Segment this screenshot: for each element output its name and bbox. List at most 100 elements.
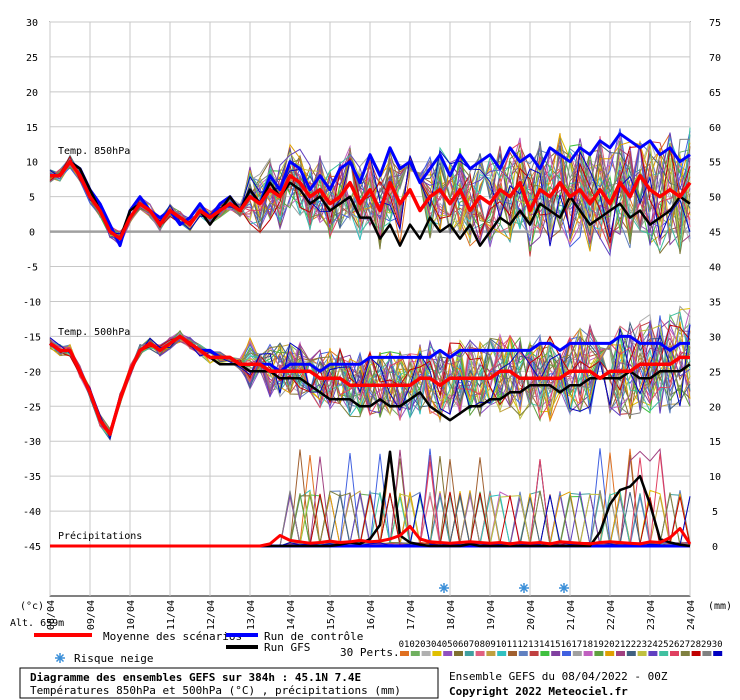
y-tick-right: 55 <box>709 158 721 169</box>
y-tick-right: 65 <box>709 88 721 99</box>
control-line-t850 <box>50 132 691 248</box>
member-legend-swatch <box>551 651 561 656</box>
member-legend-swatch <box>702 651 712 656</box>
snow-marker <box>519 583 529 593</box>
y-tick-right: 40 <box>709 263 721 274</box>
member-legend-swatch <box>497 651 507 656</box>
member-legend-swatch <box>432 651 442 656</box>
y-tick-left: 10 <box>26 158 38 169</box>
y-tick-right: 0 <box>712 542 718 553</box>
member-legend-swatch <box>529 651 539 656</box>
panel-label-precip: Précipitations <box>58 530 142 542</box>
snow-markers <box>439 583 569 593</box>
member-legend-label: 06 <box>453 640 464 650</box>
y-tick-left: -45 <box>23 542 41 553</box>
legend-perts-label: 30 Perts. <box>340 646 400 659</box>
member-legend-swatch <box>626 651 636 656</box>
legend-control-label: Run de contrôle <box>264 630 363 643</box>
x-tick: 14/04 <box>286 600 297 630</box>
x-tick: 11/04 <box>166 600 177 630</box>
member-legend-swatch <box>680 651 690 656</box>
member-legend-swatch <box>594 651 604 656</box>
legend: Moyenne des scénarios Run de contrôle Ru… <box>34 630 723 665</box>
member-legend-swatch <box>443 651 453 656</box>
footer-run: Ensemble GEFS du 08/04/2022 - 00Z <box>449 670 668 683</box>
y-tick-left: -5 <box>26 263 38 274</box>
member-legend-swatch <box>648 651 658 656</box>
main-series-lines <box>48 132 692 548</box>
y-tick-left: 15 <box>26 123 38 134</box>
y-tick-left: 0 <box>29 228 35 239</box>
member-legend-swatch <box>713 651 723 656</box>
x-tick: 08/04 <box>46 600 57 630</box>
member-legend-label: 27 <box>679 640 690 650</box>
y-tick-right: 60 <box>709 123 721 134</box>
y-tick-left: 30 <box>26 18 38 29</box>
y-tick-left: -10 <box>23 297 41 308</box>
member-legend-swatch <box>616 651 625 656</box>
y-tick-left: -30 <box>23 437 41 448</box>
y-tick-right: 25 <box>709 367 721 378</box>
member-legend-label: 13 <box>528 640 539 650</box>
member-legend-swatch <box>670 651 679 656</box>
member-legend-label: 11 <box>507 640 518 650</box>
member-legend-label: 17 <box>571 640 582 650</box>
member-legend-label: 22 <box>625 640 636 650</box>
y-tick-left: 20 <box>26 88 38 99</box>
y-tick-right: 20 <box>709 402 721 413</box>
y-tick-right: 15 <box>709 437 721 448</box>
y-tick-left: 5 <box>29 193 35 204</box>
unit-left-label: (°c) <box>20 601 44 612</box>
snow-icon <box>55 653 65 663</box>
mean-line-t500 <box>48 334 690 436</box>
x-tick: 18/04 <box>446 600 457 630</box>
altitude-label: Alt. 659m <box>10 618 64 629</box>
member-legend-swatch <box>637 651 647 656</box>
member-legend-label: 05 <box>442 640 453 650</box>
member-legend-label: 14 <box>539 640 550 650</box>
member-legend-label: 10 <box>496 640 507 650</box>
x-tick: 24/04 <box>686 600 697 630</box>
footer-box <box>19 667 439 699</box>
x-tick: 12/04 <box>206 600 217 630</box>
y-tick-right: 45 <box>709 228 721 239</box>
member-legend-swatch <box>475 651 485 656</box>
member-legend-label: 18 <box>582 640 593 650</box>
member-legend-swatch <box>508 651 517 656</box>
y-tick-right: 5 <box>712 507 718 518</box>
member-legend-swatch <box>400 651 409 656</box>
x-tick: 17/04 <box>406 600 417 630</box>
grid-lines <box>49 21 691 597</box>
footer-copyright: Copyright 2022 Meteociel.fr <box>449 685 628 698</box>
legend-gfs-label: Run GFS <box>264 641 310 654</box>
mean-line-t850 <box>50 159 692 241</box>
member-legend-label: 20 <box>604 640 615 650</box>
member-legend-label: 21 <box>615 640 626 650</box>
y-tick-left: -35 <box>23 472 41 483</box>
member-legend-swatch <box>454 651 463 656</box>
y-tick-left: -40 <box>23 507 41 518</box>
x-tick: 20/04 <box>526 600 537 630</box>
x-tick: 23/04 <box>646 600 657 630</box>
member-legend-label: 03 <box>420 640 431 650</box>
member-legend-label: 25 <box>658 640 669 650</box>
x-tick: 22/04 <box>606 600 617 630</box>
panel-label-t850: Temp. 850hPa <box>58 146 130 157</box>
member-legend-swatch <box>540 651 550 656</box>
member-legend-swatch <box>518 651 528 656</box>
x-tick: 10/04 <box>126 600 137 630</box>
x-tick: 21/04 <box>566 600 577 630</box>
member-legend-label: 16 <box>561 640 572 650</box>
member-legend-label: 08 <box>474 640 485 650</box>
member-legend-label: 09 <box>485 640 496 650</box>
legend-snow-label: Risque neige <box>74 652 153 665</box>
member-legend-swatch <box>421 651 431 656</box>
panel-label-t500: Temp. 500hPa <box>58 327 130 338</box>
member-legend-label: 01 <box>399 640 410 650</box>
member-legend-label: 02 <box>409 640 420 650</box>
legend-mean-label: Moyenne des scénarios <box>103 630 242 643</box>
member-legend-label: 12 <box>517 640 528 650</box>
y-tick-left: 25 <box>26 53 38 64</box>
